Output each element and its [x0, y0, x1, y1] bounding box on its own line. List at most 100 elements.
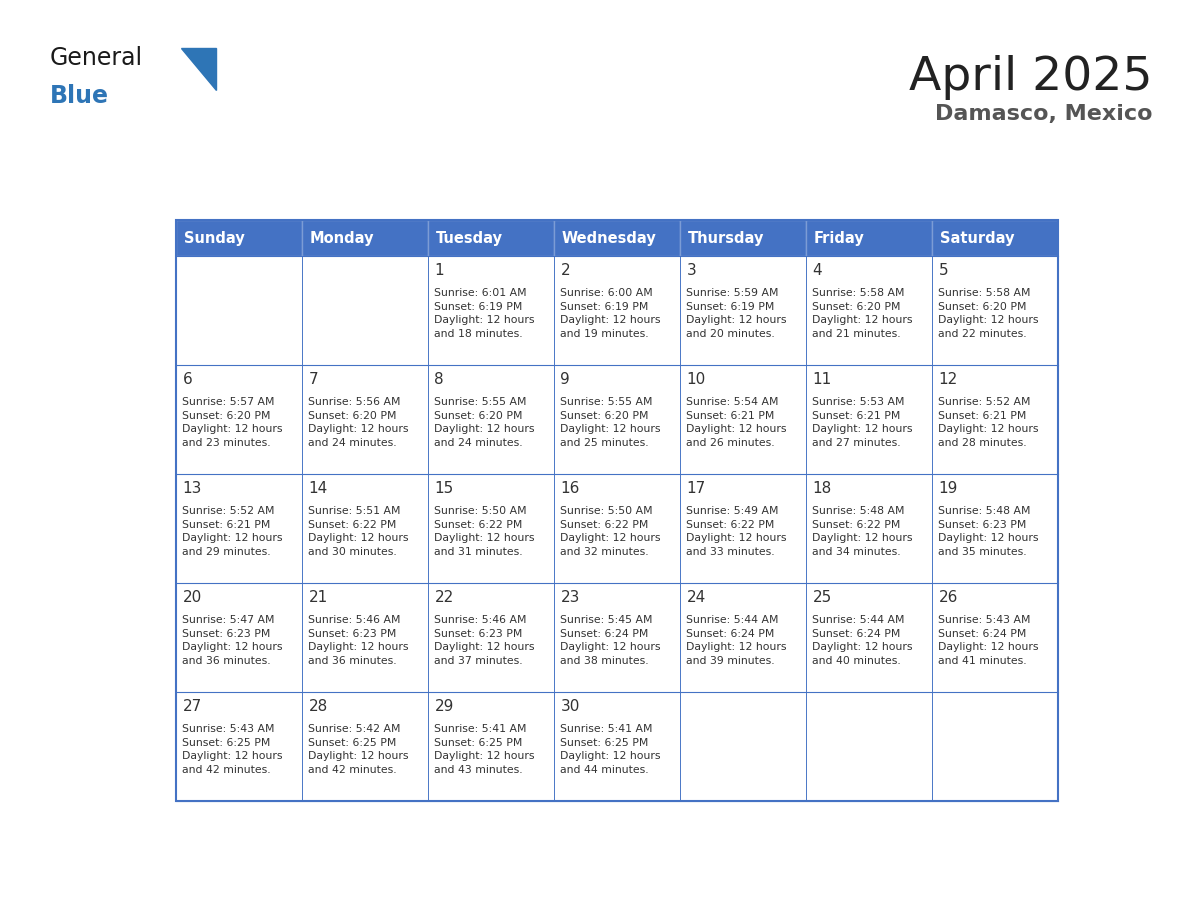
Text: Sunrise: 5:56 AM
Sunset: 6:20 PM
Daylight: 12 hours
and 24 minutes.: Sunrise: 5:56 AM Sunset: 6:20 PM Dayligh… [309, 397, 409, 448]
Text: 3: 3 [687, 263, 696, 278]
Bar [681, 692, 807, 801]
Text: 4: 4 [813, 263, 822, 278]
Bar [807, 584, 933, 692]
Text: 11: 11 [813, 372, 832, 387]
Text: Sunrise: 5:54 AM
Sunset: 6:21 PM
Daylight: 12 hours
and 26 minutes.: Sunrise: 5:54 AM Sunset: 6:21 PM Dayligh… [687, 397, 786, 448]
Text: Sunrise: 5:51 AM
Sunset: 6:22 PM
Daylight: 12 hours
and 30 minutes.: Sunrise: 5:51 AM Sunset: 6:22 PM Dayligh… [309, 506, 409, 557]
Text: Sunrise: 5:45 AM
Sunset: 6:24 PM
Daylight: 12 hours
and 38 minutes.: Sunrise: 5:45 AM Sunset: 6:24 PM Dayligh… [561, 615, 661, 666]
Text: 30: 30 [561, 699, 580, 714]
Text: Sunrise: 5:43 AM
Sunset: 6:25 PM
Daylight: 12 hours
and 42 minutes.: Sunrise: 5:43 AM Sunset: 6:25 PM Dayligh… [183, 724, 283, 775]
Text: Sunrise: 5:50 AM
Sunset: 6:22 PM
Daylight: 12 hours
and 31 minutes.: Sunrise: 5:50 AM Sunset: 6:22 PM Dayligh… [435, 506, 535, 557]
Text: 9: 9 [561, 372, 570, 387]
Bar [933, 219, 1059, 256]
Text: Sunrise: 5:52 AM
Sunset: 6:21 PM
Daylight: 12 hours
and 28 minutes.: Sunrise: 5:52 AM Sunset: 6:21 PM Dayligh… [939, 397, 1040, 448]
Text: Sunrise: 5:58 AM
Sunset: 6:20 PM
Daylight: 12 hours
and 21 minutes.: Sunrise: 5:58 AM Sunset: 6:20 PM Dayligh… [813, 288, 912, 339]
Bar [428, 365, 554, 475]
Text: Sunrise: 5:48 AM
Sunset: 6:23 PM
Daylight: 12 hours
and 35 minutes.: Sunrise: 5:48 AM Sunset: 6:23 PM Dayligh… [939, 506, 1040, 557]
Text: 5: 5 [939, 263, 948, 278]
Text: Saturday: Saturday [940, 230, 1015, 246]
Bar [302, 219, 428, 256]
Text: Sunrise: 6:01 AM
Sunset: 6:19 PM
Daylight: 12 hours
and 18 minutes.: Sunrise: 6:01 AM Sunset: 6:19 PM Dayligh… [435, 288, 535, 339]
Text: Sunrise: 5:46 AM
Sunset: 6:23 PM
Daylight: 12 hours
and 37 minutes.: Sunrise: 5:46 AM Sunset: 6:23 PM Dayligh… [435, 615, 535, 666]
Text: 29: 29 [435, 699, 454, 714]
Text: Sunrise: 5:59 AM
Sunset: 6:19 PM
Daylight: 12 hours
and 20 minutes.: Sunrise: 5:59 AM Sunset: 6:19 PM Dayligh… [687, 288, 786, 339]
Text: Thursday: Thursday [688, 230, 764, 246]
Text: Sunrise: 5:46 AM
Sunset: 6:23 PM
Daylight: 12 hours
and 36 minutes.: Sunrise: 5:46 AM Sunset: 6:23 PM Dayligh… [309, 615, 409, 666]
Bar [176, 219, 1059, 801]
Text: Wednesday: Wednesday [562, 230, 657, 246]
Text: April 2025: April 2025 [909, 55, 1152, 100]
Bar [428, 219, 554, 256]
Text: 19: 19 [939, 481, 958, 496]
Bar [933, 692, 1059, 801]
Text: 6: 6 [183, 372, 192, 387]
Bar [933, 256, 1059, 365]
Bar [176, 256, 302, 365]
Bar [554, 692, 681, 801]
Text: Tuesday: Tuesday [436, 230, 503, 246]
Text: Sunrise: 5:55 AM
Sunset: 6:20 PM
Daylight: 12 hours
and 25 minutes.: Sunrise: 5:55 AM Sunset: 6:20 PM Dayligh… [561, 397, 661, 448]
Bar [807, 692, 933, 801]
Text: Sunrise: 5:58 AM
Sunset: 6:20 PM
Daylight: 12 hours
and 22 minutes.: Sunrise: 5:58 AM Sunset: 6:20 PM Dayligh… [939, 288, 1040, 339]
Text: Blue: Blue [50, 84, 109, 108]
Text: Sunrise: 5:42 AM
Sunset: 6:25 PM
Daylight: 12 hours
and 42 minutes.: Sunrise: 5:42 AM Sunset: 6:25 PM Dayligh… [309, 724, 409, 775]
Text: General: General [50, 46, 143, 70]
Bar [302, 584, 428, 692]
Bar [176, 219, 302, 256]
Text: Sunrise: 5:49 AM
Sunset: 6:22 PM
Daylight: 12 hours
and 33 minutes.: Sunrise: 5:49 AM Sunset: 6:22 PM Dayligh… [687, 506, 786, 557]
Bar [428, 692, 554, 801]
Text: 27: 27 [183, 699, 202, 714]
Bar [302, 475, 428, 584]
Text: 23: 23 [561, 590, 580, 605]
Text: 8: 8 [435, 372, 444, 387]
Text: 10: 10 [687, 372, 706, 387]
Text: 18: 18 [813, 481, 832, 496]
Text: 24: 24 [687, 590, 706, 605]
Bar [807, 365, 933, 475]
Bar [554, 256, 681, 365]
Bar [933, 365, 1059, 475]
Text: 17: 17 [687, 481, 706, 496]
Text: Sunday: Sunday [184, 230, 245, 246]
Text: 2: 2 [561, 263, 570, 278]
Bar [302, 256, 428, 365]
Text: Sunrise: 5:48 AM
Sunset: 6:22 PM
Daylight: 12 hours
and 34 minutes.: Sunrise: 5:48 AM Sunset: 6:22 PM Dayligh… [813, 506, 912, 557]
Text: 12: 12 [939, 372, 958, 387]
Text: 20: 20 [183, 590, 202, 605]
Bar [428, 256, 554, 365]
Bar [554, 365, 681, 475]
Bar [681, 256, 807, 365]
Bar [807, 475, 933, 584]
Bar [302, 365, 428, 475]
Bar [681, 584, 807, 692]
Text: Sunrise: 5:53 AM
Sunset: 6:21 PM
Daylight: 12 hours
and 27 minutes.: Sunrise: 5:53 AM Sunset: 6:21 PM Dayligh… [813, 397, 912, 448]
Text: Sunrise: 5:55 AM
Sunset: 6:20 PM
Daylight: 12 hours
and 24 minutes.: Sunrise: 5:55 AM Sunset: 6:20 PM Dayligh… [435, 397, 535, 448]
Bar [807, 256, 933, 365]
Bar [554, 584, 681, 692]
Bar [176, 692, 302, 801]
Bar [428, 584, 554, 692]
Text: Sunrise: 5:41 AM
Sunset: 6:25 PM
Daylight: 12 hours
and 43 minutes.: Sunrise: 5:41 AM Sunset: 6:25 PM Dayligh… [435, 724, 535, 775]
Bar [176, 475, 302, 584]
Text: Sunrise: 5:47 AM
Sunset: 6:23 PM
Daylight: 12 hours
and 36 minutes.: Sunrise: 5:47 AM Sunset: 6:23 PM Dayligh… [183, 615, 283, 666]
Text: Sunrise: 5:44 AM
Sunset: 6:24 PM
Daylight: 12 hours
and 39 minutes.: Sunrise: 5:44 AM Sunset: 6:24 PM Dayligh… [687, 615, 786, 666]
Text: Sunrise: 5:43 AM
Sunset: 6:24 PM
Daylight: 12 hours
and 41 minutes.: Sunrise: 5:43 AM Sunset: 6:24 PM Dayligh… [939, 615, 1040, 666]
Bar [554, 475, 681, 584]
Bar [807, 219, 933, 256]
Bar [681, 365, 807, 475]
Bar [681, 475, 807, 584]
Text: Sunrise: 5:44 AM
Sunset: 6:24 PM
Daylight: 12 hours
and 40 minutes.: Sunrise: 5:44 AM Sunset: 6:24 PM Dayligh… [813, 615, 912, 666]
Text: 13: 13 [183, 481, 202, 496]
Text: Sunrise: 5:57 AM
Sunset: 6:20 PM
Daylight: 12 hours
and 23 minutes.: Sunrise: 5:57 AM Sunset: 6:20 PM Dayligh… [183, 397, 283, 448]
Text: Sunrise: 5:52 AM
Sunset: 6:21 PM
Daylight: 12 hours
and 29 minutes.: Sunrise: 5:52 AM Sunset: 6:21 PM Dayligh… [183, 506, 283, 557]
Text: Sunrise: 6:00 AM
Sunset: 6:19 PM
Daylight: 12 hours
and 19 minutes.: Sunrise: 6:00 AM Sunset: 6:19 PM Dayligh… [561, 288, 661, 339]
Bar [428, 475, 554, 584]
Bar [176, 365, 302, 475]
Text: 26: 26 [939, 590, 958, 605]
Bar [681, 219, 807, 256]
Text: 22: 22 [435, 590, 454, 605]
Text: 1: 1 [435, 263, 444, 278]
Bar [176, 584, 302, 692]
Text: Monday: Monday [310, 230, 374, 246]
Text: 25: 25 [813, 590, 832, 605]
